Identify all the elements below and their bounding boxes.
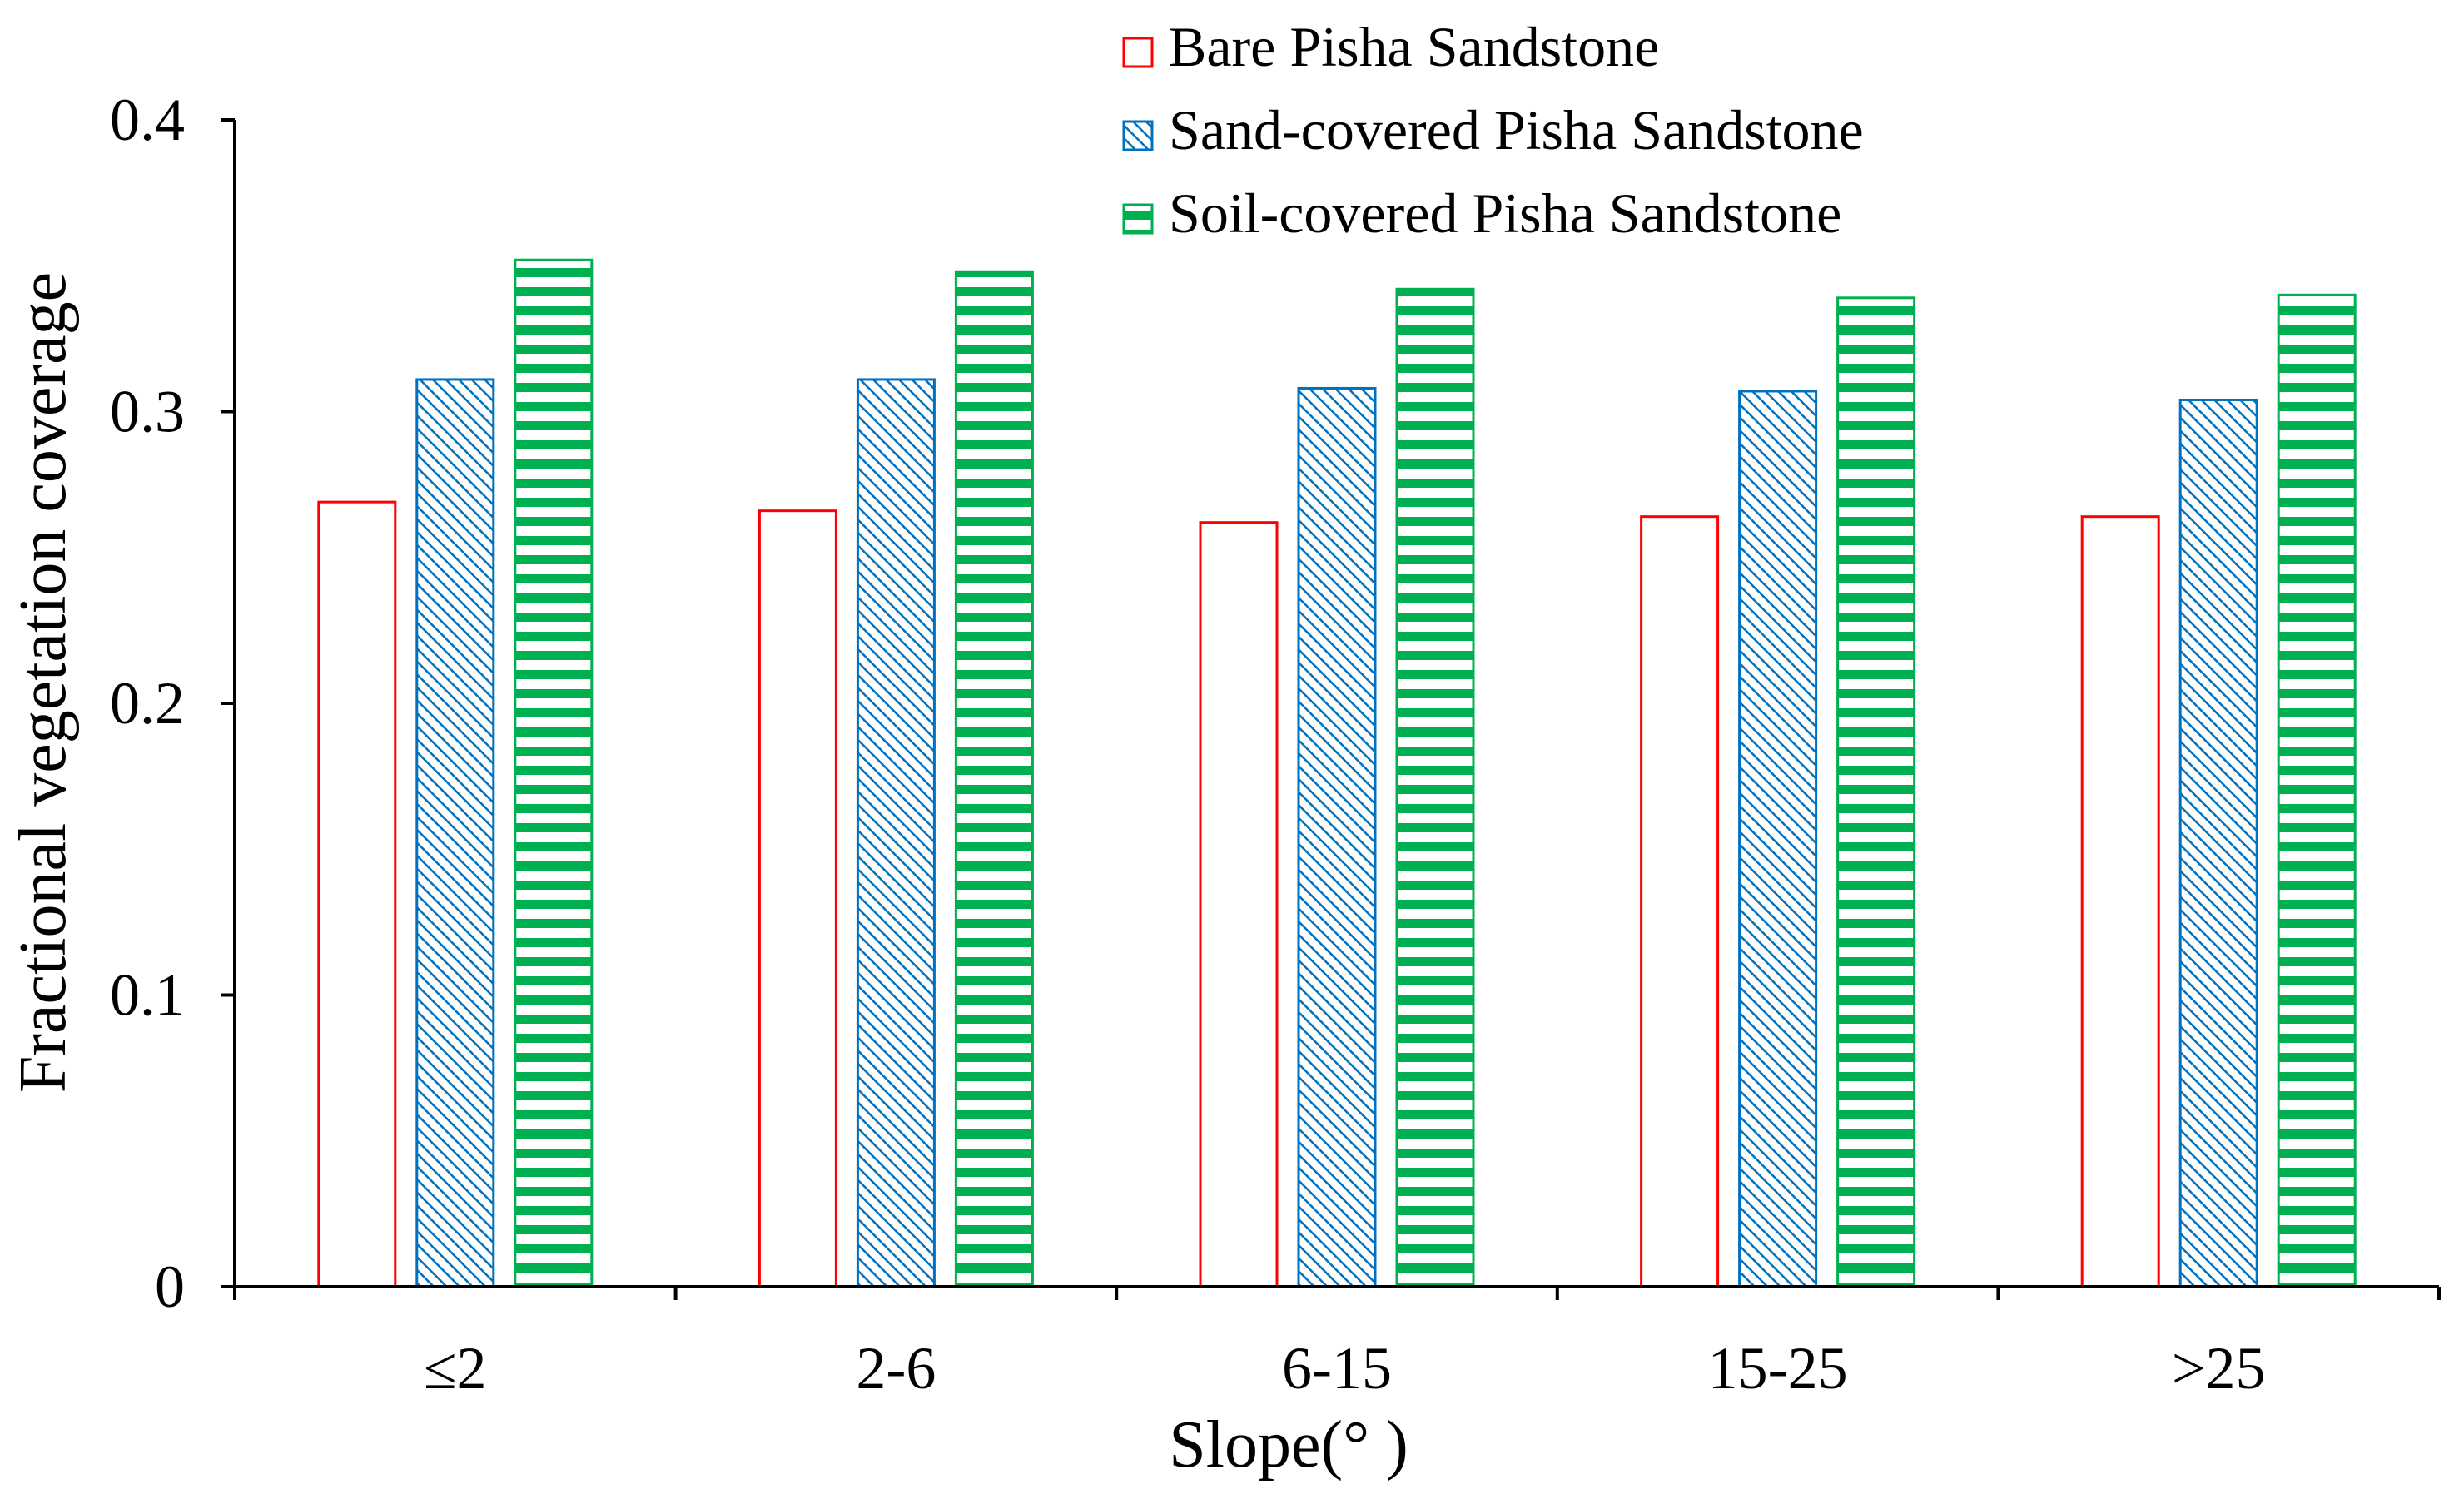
x-tick-label: >25 [2172, 1335, 2266, 1402]
legend-swatch [1122, 37, 1154, 68]
x-tick-label: ≤2 [424, 1335, 487, 1402]
legend-label: Soil-covered Pisha Sandstone [1169, 181, 1841, 245]
bar-sand-covered-3 [1738, 390, 1818, 1288]
bar-bare-4 [2080, 515, 2160, 1288]
y-tick-label: 0.3 [110, 379, 185, 445]
bar-sand-covered-0 [415, 378, 495, 1288]
bars-group [317, 258, 2357, 1288]
legend-label: Sand-covered Pisha Sandstone [1169, 98, 1864, 161]
x-tick-label: 6-15 [1282, 1335, 1392, 1402]
bar-soil-covered-4 [2277, 293, 2357, 1288]
y-axis-title: Fractional vegetation coverage [7, 272, 80, 1093]
bar-soil-covered-1 [954, 270, 1034, 1288]
y-tick-label: 0 [155, 1253, 185, 1320]
bar-soil-covered-2 [1395, 287, 1475, 1288]
bar-soil-covered-3 [1836, 296, 1916, 1288]
bar-sand-covered-1 [856, 378, 936, 1288]
y-tick-label: 0.2 [110, 670, 185, 737]
legend-swatch [1122, 203, 1154, 235]
bar-soil-covered-0 [514, 258, 594, 1288]
legend: Bare Pisha Sandstone Sand-covered Pisha S… [1122, 15, 1864, 245]
bar-bare-3 [1640, 515, 1720, 1288]
bar-sand-covered-2 [1297, 386, 1377, 1288]
x-tick-label: 15-25 [1708, 1335, 1848, 1402]
x-axis-title: Slope(° ) [1169, 1408, 1408, 1482]
x-tick-label: 2-6 [856, 1335, 936, 1402]
bar-bare-1 [758, 509, 837, 1288]
y-tick-label: 0.4 [110, 87, 185, 153]
bar-bare-0 [317, 500, 397, 1288]
bar-sand-covered-4 [2178, 398, 2258, 1288]
axes-group: 0 0.1 0.2 0.3 0.4 ≤2 2-6 6-15 15-25 >25 [110, 87, 2441, 1402]
legend-label: Bare Pisha Sandstone [1169, 15, 1659, 78]
bar-bare-2 [1199, 521, 1279, 1288]
legend-swatch [1122, 120, 1154, 151]
y-tick-label: 0.1 [110, 962, 185, 1029]
